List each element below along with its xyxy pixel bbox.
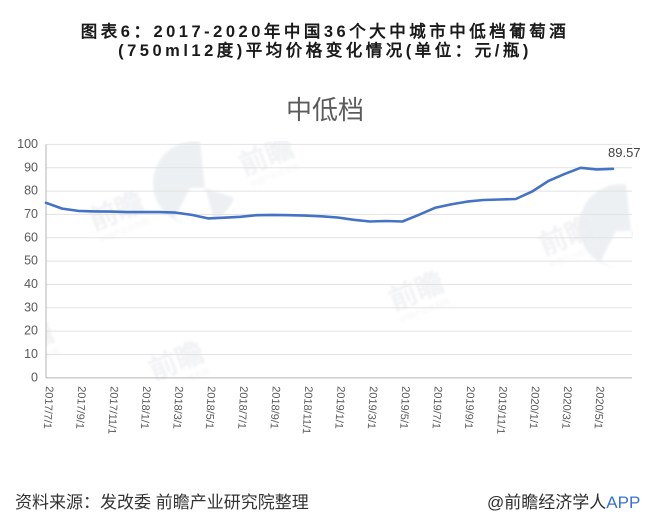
svg-text:2017/11/1: 2017/11/1 [105,386,120,435]
svg-text:30: 30 [24,300,38,314]
svg-text:89.57: 89.57 [608,145,641,160]
svg-text:40: 40 [24,277,38,291]
svg-text:0: 0 [31,370,38,384]
svg-text:100: 100 [17,137,38,151]
svg-text:2018/11/1: 2018/11/1 [300,386,315,435]
svg-text:2019/3/1: 2019/3/1 [365,386,379,429]
svg-text:2020/3/1: 2020/3/1 [559,386,573,429]
svg-text:2020/1/1: 2020/1/1 [527,386,541,429]
svg-text:2019/7/1: 2019/7/1 [430,386,444,429]
svg-text:90: 90 [24,160,38,174]
svg-text:2017/9/1: 2017/9/1 [73,386,87,429]
svg-text:2018/5/1: 2018/5/1 [203,386,217,429]
svg-text:2018/9/1: 2018/9/1 [268,386,282,429]
svg-text:60: 60 [24,230,38,244]
svg-text:2019/9/1: 2019/9/1 [462,386,476,429]
svg-text:2019/11/1: 2019/11/1 [494,386,509,435]
svg-text:2019/1/1: 2019/1/1 [332,386,346,429]
svg-text:80: 80 [24,184,38,198]
svg-text:2017/7/1: 2017/7/1 [41,386,55,429]
svg-text:2018/1/1: 2018/1/1 [138,386,152,429]
svg-text:2020/5/1: 2020/5/1 [592,386,606,429]
svg-text:2019/5/1: 2019/5/1 [397,386,411,429]
svg-text:20: 20 [24,324,38,338]
svg-text:2018/3/1: 2018/3/1 [170,386,184,429]
svg-text:50: 50 [24,254,38,268]
svg-text:70: 70 [24,207,38,221]
svg-text:10: 10 [24,347,38,361]
svg-text:2018/7/1: 2018/7/1 [235,386,249,429]
